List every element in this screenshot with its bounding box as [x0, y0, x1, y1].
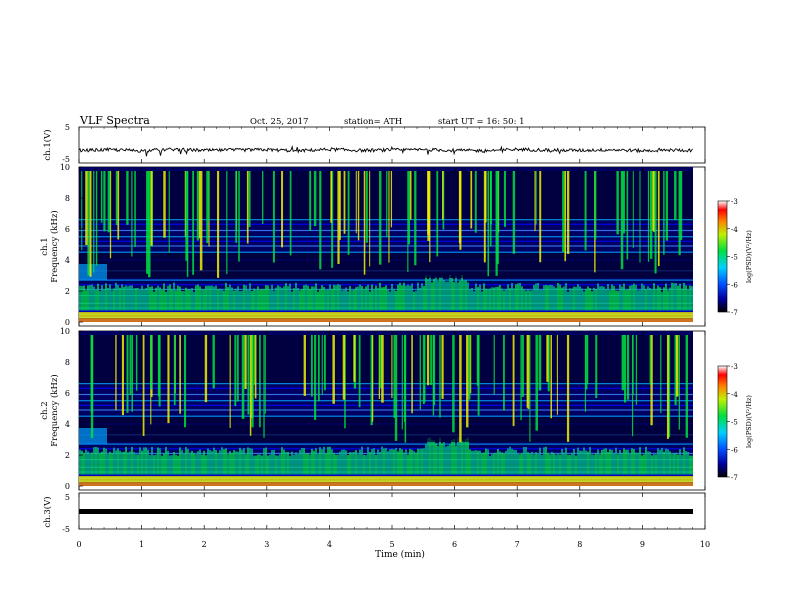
ch1-freq-tick-label: 0	[65, 318, 70, 327]
ch2-freq-tick-label: 8	[65, 358, 70, 367]
x-tick-label: 0	[76, 540, 81, 549]
ch1-waveform-line	[78, 145, 693, 157]
ch1-colorbar-tick-label: -7	[731, 309, 738, 317]
ch2-colorbar-tick-label: -7	[731, 474, 738, 482]
x-tick-label: 3	[264, 540, 269, 549]
ch1-freq-tick-label: 8	[65, 194, 70, 203]
station-label: station= ATH	[344, 117, 402, 127]
ch1-ytick-label: -5	[62, 155, 70, 164]
ch1-colorbar-tick-label: -6	[731, 281, 738, 289]
ch3-waveform-ylabel: ch.3(V)	[42, 496, 53, 527]
ch2-freq-tick-label: 10	[60, 327, 70, 336]
figure-title: VLF Spectra	[79, 114, 150, 127]
ch1-colorbar	[717, 200, 728, 313]
ch1-ytick-label: 5	[65, 123, 70, 132]
ch2-spectrogram-ylabel-line1: ch.2	[40, 401, 50, 419]
ch2-freq-tick-label: 4	[65, 420, 70, 429]
ch1-freq-tick-label: 10	[60, 163, 70, 172]
ch1-colorbar-tick-label: -5	[731, 254, 738, 262]
ch2-freq-tick-label: 6	[65, 389, 70, 398]
x-axis-label: Time (min)	[375, 549, 425, 560]
ch2-freq-tick-label: 0	[65, 482, 70, 491]
ch1-colorbar-label: log(PSD)(V²/Hz)	[745, 230, 753, 283]
ch2-colorbar-tick-label: -5	[731, 419, 738, 427]
x-tick-label: 6	[452, 540, 457, 549]
ch1-freq-tick-label: 6	[65, 225, 70, 234]
x-tick-label: 7	[515, 540, 520, 549]
ch1-spectrogram-ylabel-line1: ch.1	[40, 237, 50, 255]
ch1-spectrogram-image	[79, 167, 693, 322]
ch2-colorbar-tick-label: -3	[731, 363, 738, 371]
ch1-colorbar-tick-label: -3	[731, 198, 738, 206]
ch2-spectrogram-image	[79, 331, 693, 486]
ch3-waveform-line	[79, 509, 693, 514]
ch2-colorbar	[717, 365, 728, 478]
ch2-freq-tick-label: 2	[65, 451, 70, 460]
ch1-waveform-frame	[78, 126, 706, 164]
ch2-spectrogram-ylabel-line2: Frequency (kHz)	[49, 374, 60, 446]
x-tick-label: 10	[700, 540, 710, 549]
x-tick-label: 4	[327, 540, 332, 549]
ch3-ytick-label: 5	[65, 493, 70, 502]
x-tick-label: 1	[139, 540, 144, 549]
y-axis-labels: ch.1(V)5-5ch.3(V) 5-5ch.1 Frequency (kHz)0…	[40, 123, 83, 534]
ch1-freq-tick-label: 4	[65, 256, 70, 265]
ch2-colorbar-tick-label: -6	[731, 446, 738, 454]
x-tick-label: 9	[640, 540, 645, 549]
x-tick-label: 8	[577, 540, 582, 549]
x-tick-label: 2	[202, 540, 207, 549]
ch2-colorbar-tick-label: -4	[731, 391, 738, 399]
start-time-label: start UT = 16: 50: 1	[438, 117, 525, 127]
ch3-ytick-label: -5	[62, 525, 70, 534]
ch1-spectrogram-ylabel-line2: Frequency (kHz)	[49, 210, 60, 282]
ch1-freq-tick-label: 2	[65, 287, 70, 296]
ch1-waveform-ylabel: ch.1(V)	[42, 129, 53, 160]
x-tick-label: 5	[389, 540, 394, 549]
date-label: Oct. 25, 2017	[250, 117, 308, 127]
x-axis-ticks: 0 1 2 3 4 5 6 7 8 9 10	[76, 127, 710, 549]
colorbar-ticks: -3 -4 -5 -6 -7 log(PSD)(V²/Hz) -3 -4 -5 -6 -7 log(P…	[727, 198, 753, 482]
ch1-colorbar-tick-label: -4	[731, 226, 738, 234]
ch2-colorbar-label: log(PSD)(V²/Hz)	[745, 395, 753, 448]
